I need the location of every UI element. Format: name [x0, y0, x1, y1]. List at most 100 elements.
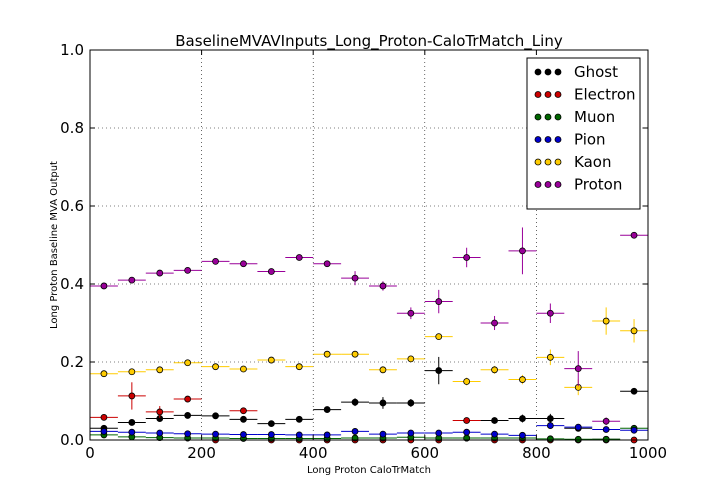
data-point	[267, 356, 275, 364]
data-point	[295, 431, 303, 439]
data-point	[240, 260, 247, 268]
legend-marker	[544, 181, 552, 188]
data-point	[379, 366, 387, 374]
data-point	[240, 365, 247, 373]
data-point	[435, 367, 443, 374]
y-tick-label: 0.4	[60, 275, 84, 293]
legend-label-proton: Proton	[574, 176, 622, 194]
data-point	[184, 266, 192, 274]
data-point	[100, 428, 108, 435]
data-point	[630, 387, 638, 395]
data-point	[240, 431, 247, 438]
legend-marker	[534, 68, 542, 76]
data-point	[184, 359, 192, 367]
data-point	[323, 350, 331, 358]
data-point	[630, 426, 638, 434]
data-point	[574, 435, 582, 443]
data-point	[351, 398, 359, 406]
data-point	[546, 415, 554, 422]
data-point	[546, 353, 554, 361]
legend-marker	[534, 181, 542, 188]
data-point	[407, 309, 415, 317]
data-point	[323, 260, 331, 268]
data-point	[379, 399, 387, 407]
legend-label-pion: Pion	[574, 131, 606, 149]
x-tick-label: 200	[187, 444, 216, 462]
y-axis-label: Long Proton Baseline MVA Output	[49, 161, 60, 329]
data-point	[407, 355, 415, 363]
data-point	[574, 365, 582, 373]
data-point	[519, 431, 526, 439]
data-point	[491, 430, 498, 438]
data-point	[546, 309, 554, 317]
data-point	[491, 417, 498, 424]
data-point	[212, 363, 219, 371]
chart-title: BaselineMVAVInputs_Long_Proton-CaloTrMat…	[175, 32, 563, 51]
data-point	[128, 392, 136, 400]
axis-ticks: 0 200 400 600 800 1000 0.0 0.2 0.4 0.6 0.8 1.0	[60, 41, 667, 462]
data-point	[267, 268, 275, 275]
data-point	[519, 247, 526, 255]
data-point	[491, 366, 498, 374]
series-kaon	[90, 307, 648, 396]
legend-marker	[534, 158, 542, 166]
data-point	[351, 274, 359, 282]
data-point	[491, 319, 498, 327]
data-point	[212, 430, 219, 438]
data-point	[100, 413, 108, 421]
data-point	[602, 426, 610, 433]
data-point	[379, 282, 387, 290]
data-point	[240, 407, 247, 415]
legend-marker	[554, 68, 562, 76]
y-tick-label: 1.0	[60, 41, 84, 59]
data-point	[323, 431, 331, 439]
data-point	[379, 430, 387, 438]
data-point	[184, 395, 192, 403]
data-point	[295, 363, 303, 371]
legend-marker	[554, 91, 562, 98]
data-point	[463, 428, 471, 436]
data-point	[435, 333, 443, 341]
data-point	[407, 399, 415, 407]
x-tick-label: 1000	[629, 444, 667, 462]
data-point	[546, 422, 554, 429]
legend-marker	[554, 158, 562, 166]
data-point	[295, 415, 303, 423]
legend-marker	[554, 136, 562, 143]
data-point	[240, 415, 247, 423]
legend: Ghost Electron Muon Pion Kaon Proton	[526, 57, 641, 210]
data-point	[602, 317, 610, 325]
data-point	[351, 350, 359, 358]
legend-label-muon: Muon	[574, 108, 615, 126]
data-point	[100, 282, 108, 290]
data-point	[602, 417, 610, 425]
legend-label-electron: Electron	[574, 86, 636, 104]
y-tick-label: 0.2	[60, 353, 84, 371]
data-point	[435, 429, 443, 437]
data-point	[463, 378, 471, 385]
data-point	[519, 376, 526, 383]
x-tick-label: 0	[85, 444, 95, 462]
data-point	[128, 428, 136, 436]
data-point	[435, 298, 443, 305]
data-point	[407, 429, 415, 437]
data-point	[267, 431, 275, 438]
data-point	[156, 408, 164, 416]
x-axis-label: Long Proton CaloTrMatch	[307, 465, 431, 476]
legend-marker	[554, 181, 562, 188]
legend-marker	[554, 113, 562, 121]
series-pion	[90, 422, 648, 439]
data-point	[630, 231, 638, 239]
legend-marker	[544, 91, 552, 98]
data-point	[156, 269, 164, 277]
data-point	[267, 420, 275, 428]
legend-marker	[544, 113, 552, 121]
legend-marker	[544, 158, 552, 166]
legend-marker	[544, 68, 552, 76]
series-proton	[90, 227, 648, 426]
x-tick-label: 800	[522, 444, 551, 462]
data-point	[128, 368, 136, 376]
y-tick-label: 0.6	[60, 197, 84, 215]
x-tick-label: 600	[410, 444, 439, 462]
